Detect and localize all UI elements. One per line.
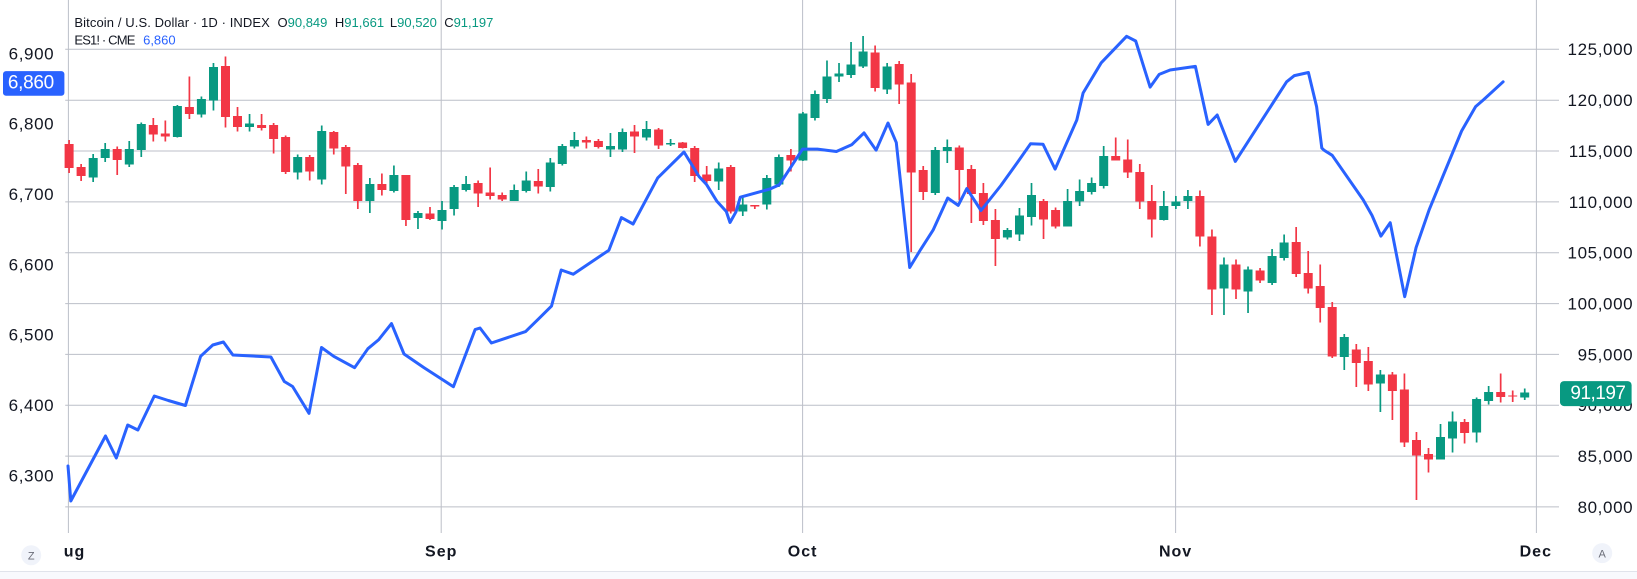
svg-text:6,400: 6,400 bbox=[9, 396, 55, 415]
svg-text:6,800: 6,800 bbox=[9, 115, 55, 134]
svg-text:Nov: Nov bbox=[1159, 544, 1192, 561]
svg-text:A: A bbox=[1599, 548, 1607, 560]
svg-text:6,860: 6,860 bbox=[8, 72, 54, 93]
svg-text:Dec: Dec bbox=[1520, 544, 1552, 561]
svg-text:6,600: 6,600 bbox=[9, 255, 55, 274]
svg-text:95,000: 95,000 bbox=[1578, 345, 1634, 364]
svg-text:91,197: 91,197 bbox=[1570, 383, 1625, 404]
svg-text:ES1! · CME: ES1! · CME bbox=[74, 33, 135, 48]
svg-text:115,000: 115,000 bbox=[1569, 142, 1633, 161]
svg-text:L90,520: L90,520 bbox=[390, 15, 437, 30]
svg-text:Bitcoin / U.S. Dollar · 1D · I: Bitcoin / U.S. Dollar · 1D · INDEX bbox=[74, 15, 270, 30]
svg-text:125,000: 125,000 bbox=[1568, 40, 1634, 59]
svg-text:6,860: 6,860 bbox=[143, 33, 176, 48]
svg-text:6,700: 6,700 bbox=[9, 185, 55, 204]
svg-text:H91,661: H91,661 bbox=[335, 15, 384, 30]
svg-text:ug: ug bbox=[64, 544, 86, 561]
svg-text:120,000: 120,000 bbox=[1568, 91, 1634, 110]
svg-text:Sep: Sep bbox=[425, 544, 457, 561]
svg-text:105,000: 105,000 bbox=[1568, 244, 1634, 263]
svg-text:85,000: 85,000 bbox=[1578, 447, 1634, 466]
svg-text:Oct: Oct bbox=[788, 544, 818, 561]
svg-text:80,000: 80,000 bbox=[1578, 498, 1634, 517]
svg-text:6,900: 6,900 bbox=[9, 44, 55, 63]
svg-text:O90,849: O90,849 bbox=[278, 15, 328, 30]
svg-text:C91,197: C91,197 bbox=[444, 15, 493, 30]
svg-text:6,300: 6,300 bbox=[9, 466, 55, 485]
svg-text:110,000: 110,000 bbox=[1569, 193, 1633, 212]
svg-text:6,500: 6,500 bbox=[9, 326, 55, 345]
svg-text:Z: Z bbox=[28, 551, 35, 563]
svg-text:100,000: 100,000 bbox=[1568, 294, 1634, 313]
